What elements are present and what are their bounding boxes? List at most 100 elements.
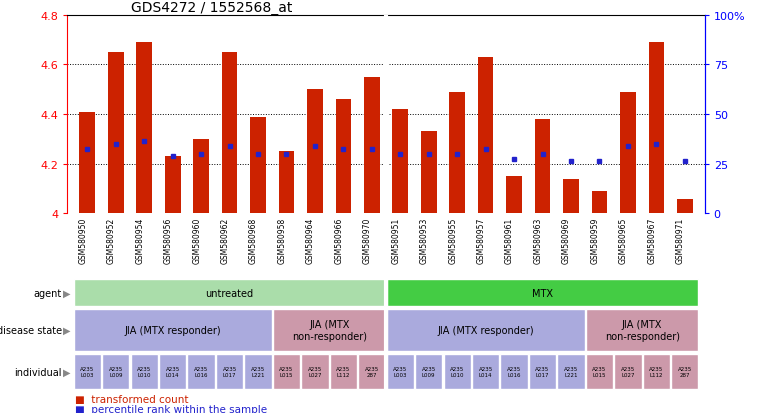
Text: A235
L010: A235 L010 [450, 366, 464, 377]
Text: GSM580963: GSM580963 [534, 217, 542, 263]
Text: GSM580959: GSM580959 [591, 217, 600, 263]
Bar [506, 177, 522, 214]
Bar [563, 179, 579, 214]
Bar [273, 354, 300, 389]
Text: A235
L014: A235 L014 [479, 366, 493, 377]
Text: JIA (MTX responder): JIA (MTX responder) [124, 325, 221, 335]
Text: A235
287: A235 287 [365, 366, 379, 377]
Text: A235
L009: A235 L009 [109, 366, 123, 377]
Text: A235
L017: A235 L017 [222, 366, 237, 377]
Text: GSM580970: GSM580970 [363, 217, 372, 263]
Bar [74, 309, 272, 351]
Text: A235
L015: A235 L015 [280, 366, 293, 377]
Text: GSM580957: GSM580957 [476, 217, 486, 263]
Bar [586, 309, 699, 351]
Text: GSM580950: GSM580950 [78, 217, 87, 263]
Text: JIA (MTX
non-responder): JIA (MTX non-responder) [604, 320, 679, 341]
Text: agent: agent [34, 288, 62, 298]
Text: GSM580960: GSM580960 [192, 217, 201, 263]
Bar [392, 110, 408, 214]
Bar [108, 53, 123, 214]
Bar [472, 354, 499, 389]
Bar [244, 354, 272, 389]
Bar [136, 43, 152, 214]
Bar [643, 354, 670, 389]
Text: A235
L015: A235 L015 [592, 366, 607, 377]
Bar [222, 53, 237, 214]
Text: A235
287: A235 287 [678, 366, 692, 377]
Text: GSM580955: GSM580955 [448, 217, 457, 263]
Text: A235
L003: A235 L003 [393, 366, 408, 377]
Text: A235
L221: A235 L221 [564, 366, 578, 377]
Text: ▶: ▶ [63, 367, 70, 377]
Text: ■  transformed count: ■ transformed count [75, 394, 188, 404]
Bar [421, 132, 437, 214]
Bar [130, 354, 158, 389]
Text: A235
L016: A235 L016 [507, 366, 521, 377]
Bar [671, 354, 699, 389]
Text: A235
L016: A235 L016 [194, 366, 208, 377]
Text: ▶: ▶ [63, 288, 70, 298]
Text: GSM580958: GSM580958 [277, 217, 286, 263]
Text: GSM580969: GSM580969 [562, 217, 571, 263]
Bar [450, 93, 465, 214]
Text: A235
L027: A235 L027 [308, 366, 322, 377]
Bar [478, 58, 493, 214]
Text: untreated: untreated [205, 288, 254, 298]
Text: A235
L009: A235 L009 [421, 366, 436, 377]
Bar [415, 354, 443, 389]
Text: GSM580967: GSM580967 [647, 217, 656, 263]
Bar [614, 354, 642, 389]
Bar [279, 152, 294, 214]
Bar [273, 309, 385, 351]
Text: GSM580956: GSM580956 [164, 217, 172, 263]
Text: ▶: ▶ [63, 325, 70, 335]
Text: disease state: disease state [0, 325, 62, 335]
Bar [358, 354, 385, 389]
Text: A235
L112: A235 L112 [650, 366, 663, 377]
Bar [558, 354, 584, 389]
Bar [301, 354, 329, 389]
Text: GSM580952: GSM580952 [106, 217, 116, 263]
Bar [364, 78, 380, 214]
Bar [307, 90, 322, 214]
Text: GSM580954: GSM580954 [136, 217, 144, 263]
Bar [159, 354, 186, 389]
Text: GSM580964: GSM580964 [306, 217, 315, 263]
Bar [329, 354, 357, 389]
Text: GSM580953: GSM580953 [420, 217, 429, 263]
Bar [387, 309, 584, 351]
Bar [535, 120, 550, 214]
Text: A235
L010: A235 L010 [137, 366, 152, 377]
Text: GSM580971: GSM580971 [676, 217, 685, 263]
Bar [500, 354, 528, 389]
Text: GSM580966: GSM580966 [335, 217, 343, 263]
Text: GSM580962: GSM580962 [221, 217, 230, 263]
Text: GSM580961: GSM580961 [505, 217, 514, 263]
Text: GSM580965: GSM580965 [619, 217, 628, 263]
Text: individual: individual [15, 367, 62, 377]
Bar [165, 157, 181, 214]
Bar [387, 279, 699, 306]
Text: A235
L014: A235 L014 [165, 366, 180, 377]
Text: GSM580951: GSM580951 [391, 217, 401, 263]
Text: ■  percentile rank within the sample: ■ percentile rank within the sample [75, 404, 267, 413]
Bar [387, 354, 414, 389]
Bar [336, 100, 351, 214]
Bar [216, 354, 244, 389]
Bar [444, 354, 471, 389]
Text: JIA (MTX responder): JIA (MTX responder) [437, 325, 534, 335]
Bar [102, 354, 129, 389]
Bar [620, 93, 636, 214]
Bar [529, 354, 556, 389]
Bar [74, 279, 385, 306]
Bar [193, 140, 209, 214]
Text: A235
L112: A235 L112 [336, 366, 351, 377]
Bar [677, 199, 692, 214]
Text: GSM580968: GSM580968 [249, 217, 258, 263]
Text: A235
L003: A235 L003 [80, 366, 94, 377]
Text: GDS4272 / 1552568_at: GDS4272 / 1552568_at [131, 1, 293, 15]
Text: MTX: MTX [532, 288, 553, 298]
Bar [80, 112, 95, 214]
Bar [188, 354, 214, 389]
